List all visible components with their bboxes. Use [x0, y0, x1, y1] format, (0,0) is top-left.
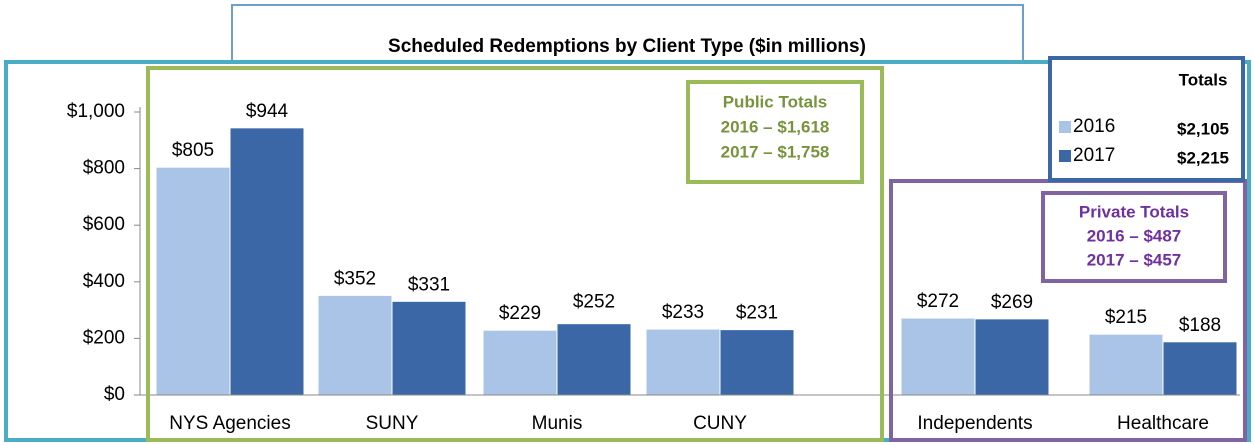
- bar: [317, 294, 393, 396]
- y-tick-label: $800: [83, 158, 125, 179]
- y-tick-label: $1,000: [67, 101, 125, 122]
- bar: [974, 318, 1050, 396]
- x-tick-label: Healthcare: [1117, 413, 1209, 434]
- bar: [645, 328, 721, 396]
- public-line: 2016 – $1,618: [721, 117, 830, 136]
- value-label: $331: [408, 274, 450, 295]
- chart-title: Scheduled Redemptions by Client Type ($i…: [388, 36, 866, 57]
- bar: [719, 329, 795, 396]
- y-tick-label: $200: [83, 327, 125, 348]
- x-tick-label: Independents: [917, 413, 1032, 434]
- bar: [1162, 341, 1238, 396]
- bar: [391, 300, 467, 396]
- bar: [229, 127, 305, 396]
- legend-totals-title: Totals: [1179, 70, 1228, 89]
- value-label: $944: [246, 101, 289, 122]
- public-frame: [146, 66, 884, 442]
- x-tick-label: Munis: [532, 413, 583, 434]
- value-label: $215: [1105, 307, 1147, 328]
- private-title: Private Totals: [1079, 202, 1189, 221]
- bar: [155, 166, 231, 396]
- legend-label: 2016: [1073, 116, 1115, 137]
- x-tick-label: CUNY: [693, 413, 747, 434]
- private-line: 2016 – $487: [1087, 226, 1182, 245]
- plot: $0 $200 $400 $600 $800 $1,000 NYS Agencies $805…: [67, 101, 1240, 434]
- value-label: $272: [917, 291, 959, 312]
- legend-swatch: [1059, 121, 1071, 133]
- bar: [556, 323, 632, 396]
- bar: [1088, 333, 1164, 396]
- private-line: 2017 – $457: [1087, 250, 1182, 269]
- legend: [1048, 56, 1245, 182]
- public-box: [686, 80, 864, 184]
- legend-total: $2,105: [1177, 119, 1229, 138]
- bar: [482, 329, 558, 396]
- value-label: $233: [662, 302, 704, 323]
- private-box: [1041, 191, 1227, 283]
- value-label: $352: [334, 268, 376, 289]
- value-label: $252: [573, 292, 615, 313]
- legend-swatch: [1059, 150, 1071, 162]
- legend-label: 2017: [1073, 145, 1115, 166]
- x-tick-label: NYS Agencies: [169, 413, 290, 434]
- legend-total: $2,215: [1177, 148, 1229, 167]
- value-label: $231: [736, 303, 778, 324]
- y-tick-label: $0: [104, 384, 125, 405]
- public-line: 2017 – $1,758: [721, 142, 830, 161]
- y-tick-label: $400: [83, 271, 125, 292]
- value-label: $805: [172, 140, 214, 161]
- value-label: $229: [499, 303, 541, 324]
- public-title: Public Totals: [723, 92, 828, 111]
- bar: [900, 317, 976, 396]
- legend-entries: 2016 $2,105 2017 $2,215: [1059, 116, 1229, 167]
- title-box: [231, 4, 1024, 63]
- x-tick-label: SUNY: [366, 413, 419, 434]
- y-tick-label: $600: [83, 214, 125, 235]
- value-label: $188: [1179, 315, 1221, 336]
- value-label: $269: [991, 292, 1033, 313]
